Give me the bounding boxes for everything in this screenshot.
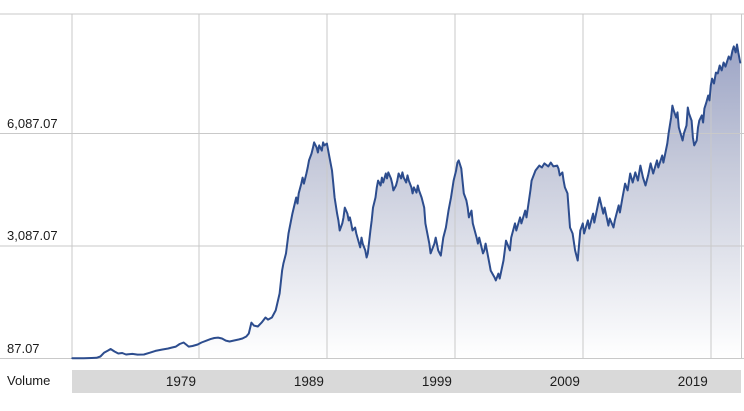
x-tick-label: 1989 bbox=[293, 374, 324, 389]
price-line bbox=[71, 43, 742, 360]
x-tick-label: 1999 bbox=[421, 374, 452, 389]
x-tick-label: 2009 bbox=[549, 374, 580, 389]
y-tick-label: 6,087.07 bbox=[7, 115, 58, 131]
x-tick-label: 1979 bbox=[165, 374, 196, 389]
price-area-fill bbox=[72, 44, 741, 359]
y-tick-label: 3,087.07 bbox=[7, 228, 58, 243]
volume-label: Volume bbox=[7, 373, 51, 388]
gridlines bbox=[0, 13, 744, 359]
y-tick-label: 87.07 bbox=[7, 340, 40, 356]
x-tick-label: 2019 bbox=[677, 374, 708, 389]
x-axis-band: 1979 1989 1999 2009 2019 bbox=[72, 370, 741, 393]
